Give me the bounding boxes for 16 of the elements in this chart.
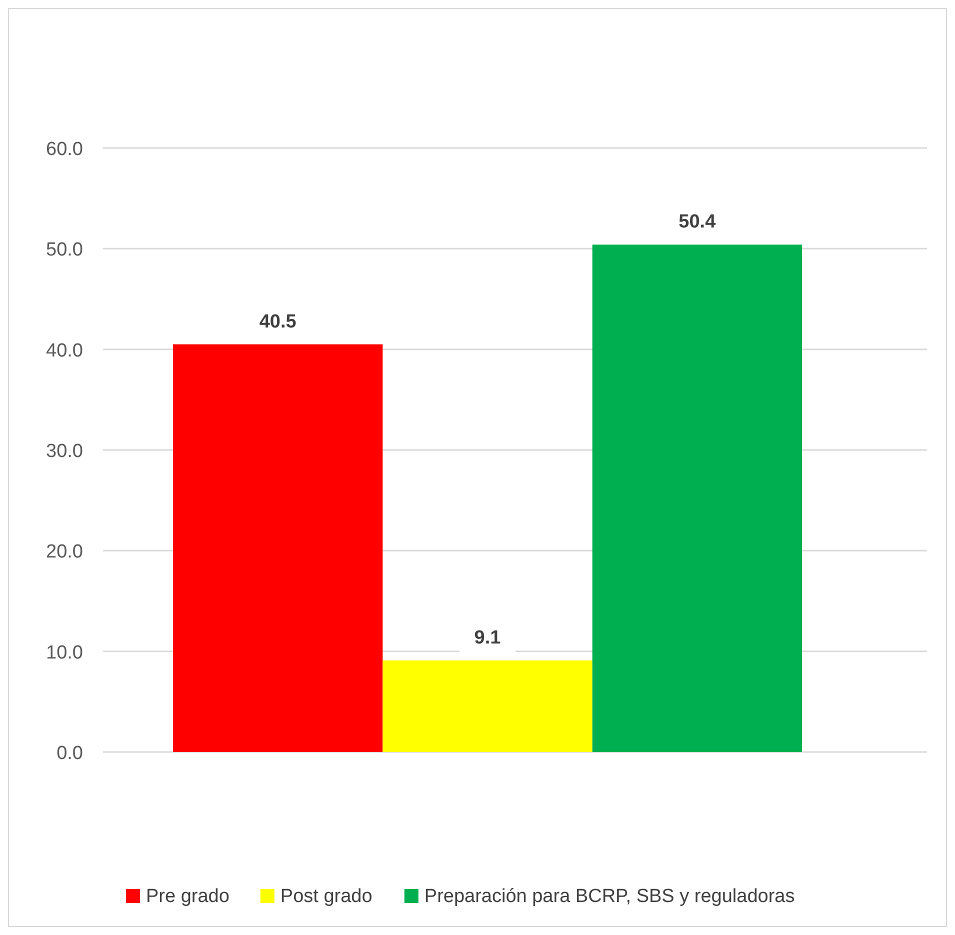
y-tick-label: 30.0	[46, 441, 83, 462]
bar	[382, 660, 592, 752]
legend-label: Post grado	[280, 886, 372, 907]
y-tick-label: 60.0	[46, 139, 83, 160]
y-tick-label: 40.0	[46, 340, 83, 362]
legend-label: Pre grado	[146, 886, 230, 907]
y-tick-label: 0.0	[56, 743, 83, 764]
y-tick-label: 10.0	[46, 642, 83, 664]
bar	[173, 344, 383, 752]
bar	[592, 244, 802, 752]
y-tick-label: 50.0	[46, 240, 83, 261]
data-label: 9.1	[474, 627, 502, 648]
y-tick-label: 20.0	[46, 542, 83, 563]
data-label: 50.4	[678, 212, 716, 233]
data-label: 40.5	[259, 311, 297, 332]
legend-label: Preparación para BCRP, SBS y reguladoras	[424, 886, 795, 907]
